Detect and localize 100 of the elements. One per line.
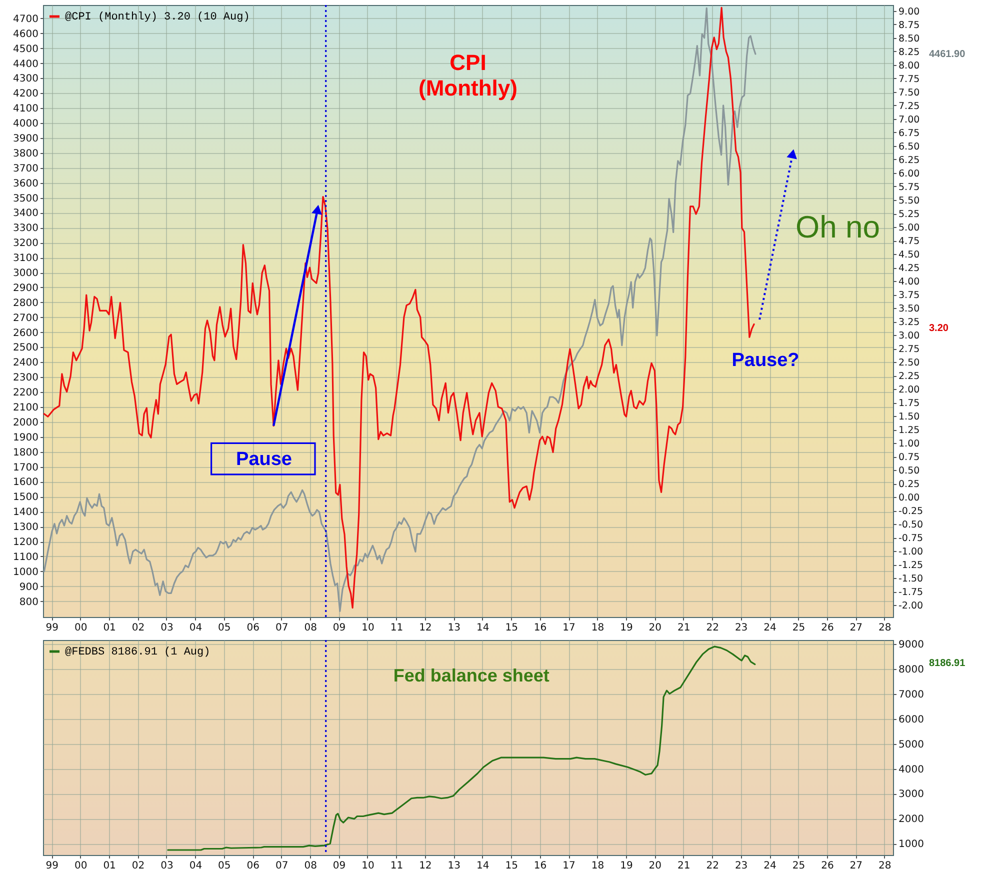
y-tick-label: 5.50 — [898, 195, 920, 206]
x-tick-label: 07 — [275, 860, 288, 872]
y2-tick-label: 3800 — [13, 148, 38, 160]
x-tick-label: 01 — [103, 622, 116, 634]
y2-tick-label: 1700 — [13, 462, 38, 474]
x-tick-label: 20 — [648, 622, 662, 634]
y-tick-label: 2000 — [898, 814, 924, 826]
y2-tick-label: 1300 — [13, 522, 38, 534]
y-tick-label: 3.50 — [898, 304, 920, 315]
x-tick-label: 08 — [304, 860, 317, 872]
y2-tick-label: 1200 — [13, 537, 38, 548]
annotation: CPI (Monthly) — [418, 50, 518, 100]
y-tick-label: 0.25 — [898, 479, 920, 490]
y2-tick-label: 4100 — [13, 104, 38, 115]
x-tick-label: 23 — [734, 622, 748, 634]
x-tick-label: 01 — [103, 860, 116, 872]
y2-tick-label: 2500 — [13, 342, 38, 354]
y2-tick-label: 900 — [19, 582, 38, 593]
y2-tick-label: 3100 — [13, 253, 38, 264]
x-tick-label: 02 — [132, 622, 145, 634]
text: 4461.90 — [929, 48, 966, 60]
y-tick-label: 0.50 — [898, 466, 920, 477]
x-tick-label: 24 — [764, 622, 776, 634]
y-tick-label: 4.00 — [898, 276, 920, 288]
x-tick-label: 00 — [74, 622, 88, 634]
x-tick-label: 10 — [362, 860, 374, 872]
y-tick-label: 4.75 — [898, 236, 920, 248]
x-tick-label: 09 — [332, 622, 346, 634]
y-tick-label: 2.75 — [898, 344, 920, 356]
x-tick-label: 02 — [132, 860, 145, 872]
legend-label: @CPI (Monthly) 3.20 (10 Aug) — [65, 12, 250, 24]
y-tick-label: 8.50 — [898, 33, 920, 44]
y-tick-label: 2.00 — [898, 384, 920, 396]
y-tick-label: 6.50 — [898, 141, 920, 152]
x-tick-label: 99 — [46, 622, 58, 634]
y-tick-label: 8000 — [898, 664, 924, 676]
y-tick-label: 7.50 — [898, 87, 920, 98]
annotation: Pause — [236, 449, 292, 470]
y-tick-label: 8.75 — [898, 20, 920, 31]
y-tick-label: 7000 — [898, 689, 924, 700]
y2-tick-label: 3400 — [13, 208, 38, 220]
y2-tick-label: 3300 — [13, 223, 38, 234]
x-tick-label: 10 — [362, 622, 374, 634]
y-tick-label: 1.00 — [898, 438, 920, 450]
y-tick-label: -1.50 — [898, 574, 924, 585]
x-tick-label: 03 — [160, 622, 174, 634]
y2-tick-label: 4300 — [13, 74, 38, 85]
y2-tick-label: 2300 — [13, 372, 38, 384]
x-tick-label: 12 — [419, 860, 432, 872]
y-tick-label: -1.25 — [898, 560, 924, 572]
y-tick-label: 7.25 — [898, 100, 920, 112]
y-tick-label: 2.25 — [898, 371, 920, 382]
y2-tick-label: 2100 — [13, 402, 38, 414]
y2-tick-label: 4200 — [13, 88, 38, 100]
y2-tick-label: 3200 — [13, 238, 38, 250]
x-tick-label: 16 — [534, 860, 547, 872]
x-tick-label: 15 — [505, 860, 518, 872]
y-tick-label: 5.25 — [898, 209, 920, 220]
y-tick-label: 3.00 — [898, 330, 920, 342]
legend-label: @FEDBS 8186.91 (1 Aug) — [65, 646, 210, 658]
y2-tick-label: 3500 — [13, 193, 38, 204]
y-tick-label: 0.75 — [898, 452, 920, 464]
y2-tick-label: 4000 — [13, 118, 38, 130]
y2-tick-label: 2700 — [13, 312, 38, 324]
y2-tick-label: 800 — [19, 596, 38, 608]
x-tick-label: 14 — [476, 860, 490, 872]
x-tick-label: 04 — [189, 622, 202, 634]
y-tick-label: 5000 — [898, 739, 924, 750]
x-tick-label: 22 — [706, 622, 719, 634]
y-tick-label: 3.75 — [898, 290, 920, 302]
y2-tick-label: 3700 — [13, 163, 38, 174]
y2-tick-label: 4700 — [13, 14, 38, 25]
x-tick-label: 11 — [390, 622, 404, 634]
x-tick-label: 05 — [218, 860, 231, 872]
y-tick-label: 6.00 — [898, 168, 920, 180]
x-tick-label: 17 — [562, 622, 576, 634]
y-tick-label: 7.75 — [898, 74, 920, 85]
x-tick-label: 21 — [678, 622, 690, 634]
x-tick-label: 17 — [562, 860, 576, 872]
x-tick-label: 11 — [390, 860, 404, 872]
x-tick-label: 25 — [792, 860, 806, 872]
text: 8186.91 — [929, 658, 966, 670]
x-tick-label: 28 — [878, 622, 892, 634]
y2-tick-label: 4600 — [13, 28, 38, 40]
y-tick-label: -1.00 — [898, 546, 924, 558]
y2-tick-label: 4400 — [13, 58, 38, 70]
y-tick-label: -0.75 — [898, 533, 924, 544]
x-tick-label: 25 — [792, 622, 806, 634]
x-tick-label: 03 — [160, 860, 174, 872]
y-tick-label: 4.25 — [898, 263, 920, 274]
y2-tick-label: 2800 — [13, 298, 38, 309]
x-tick-label: 14 — [476, 622, 490, 634]
text: 3.20 — [929, 323, 949, 334]
x-tick-label: 19 — [620, 860, 633, 872]
y2-tick-label: 2600 — [13, 328, 38, 339]
y-tick-label: 5.75 — [898, 182, 920, 193]
y-tick-label: -1.75 — [898, 587, 924, 598]
x-tick-label: 18 — [591, 622, 604, 634]
y-tick-label: 1.75 — [898, 398, 920, 410]
y2-tick-label: 3900 — [13, 134, 38, 145]
